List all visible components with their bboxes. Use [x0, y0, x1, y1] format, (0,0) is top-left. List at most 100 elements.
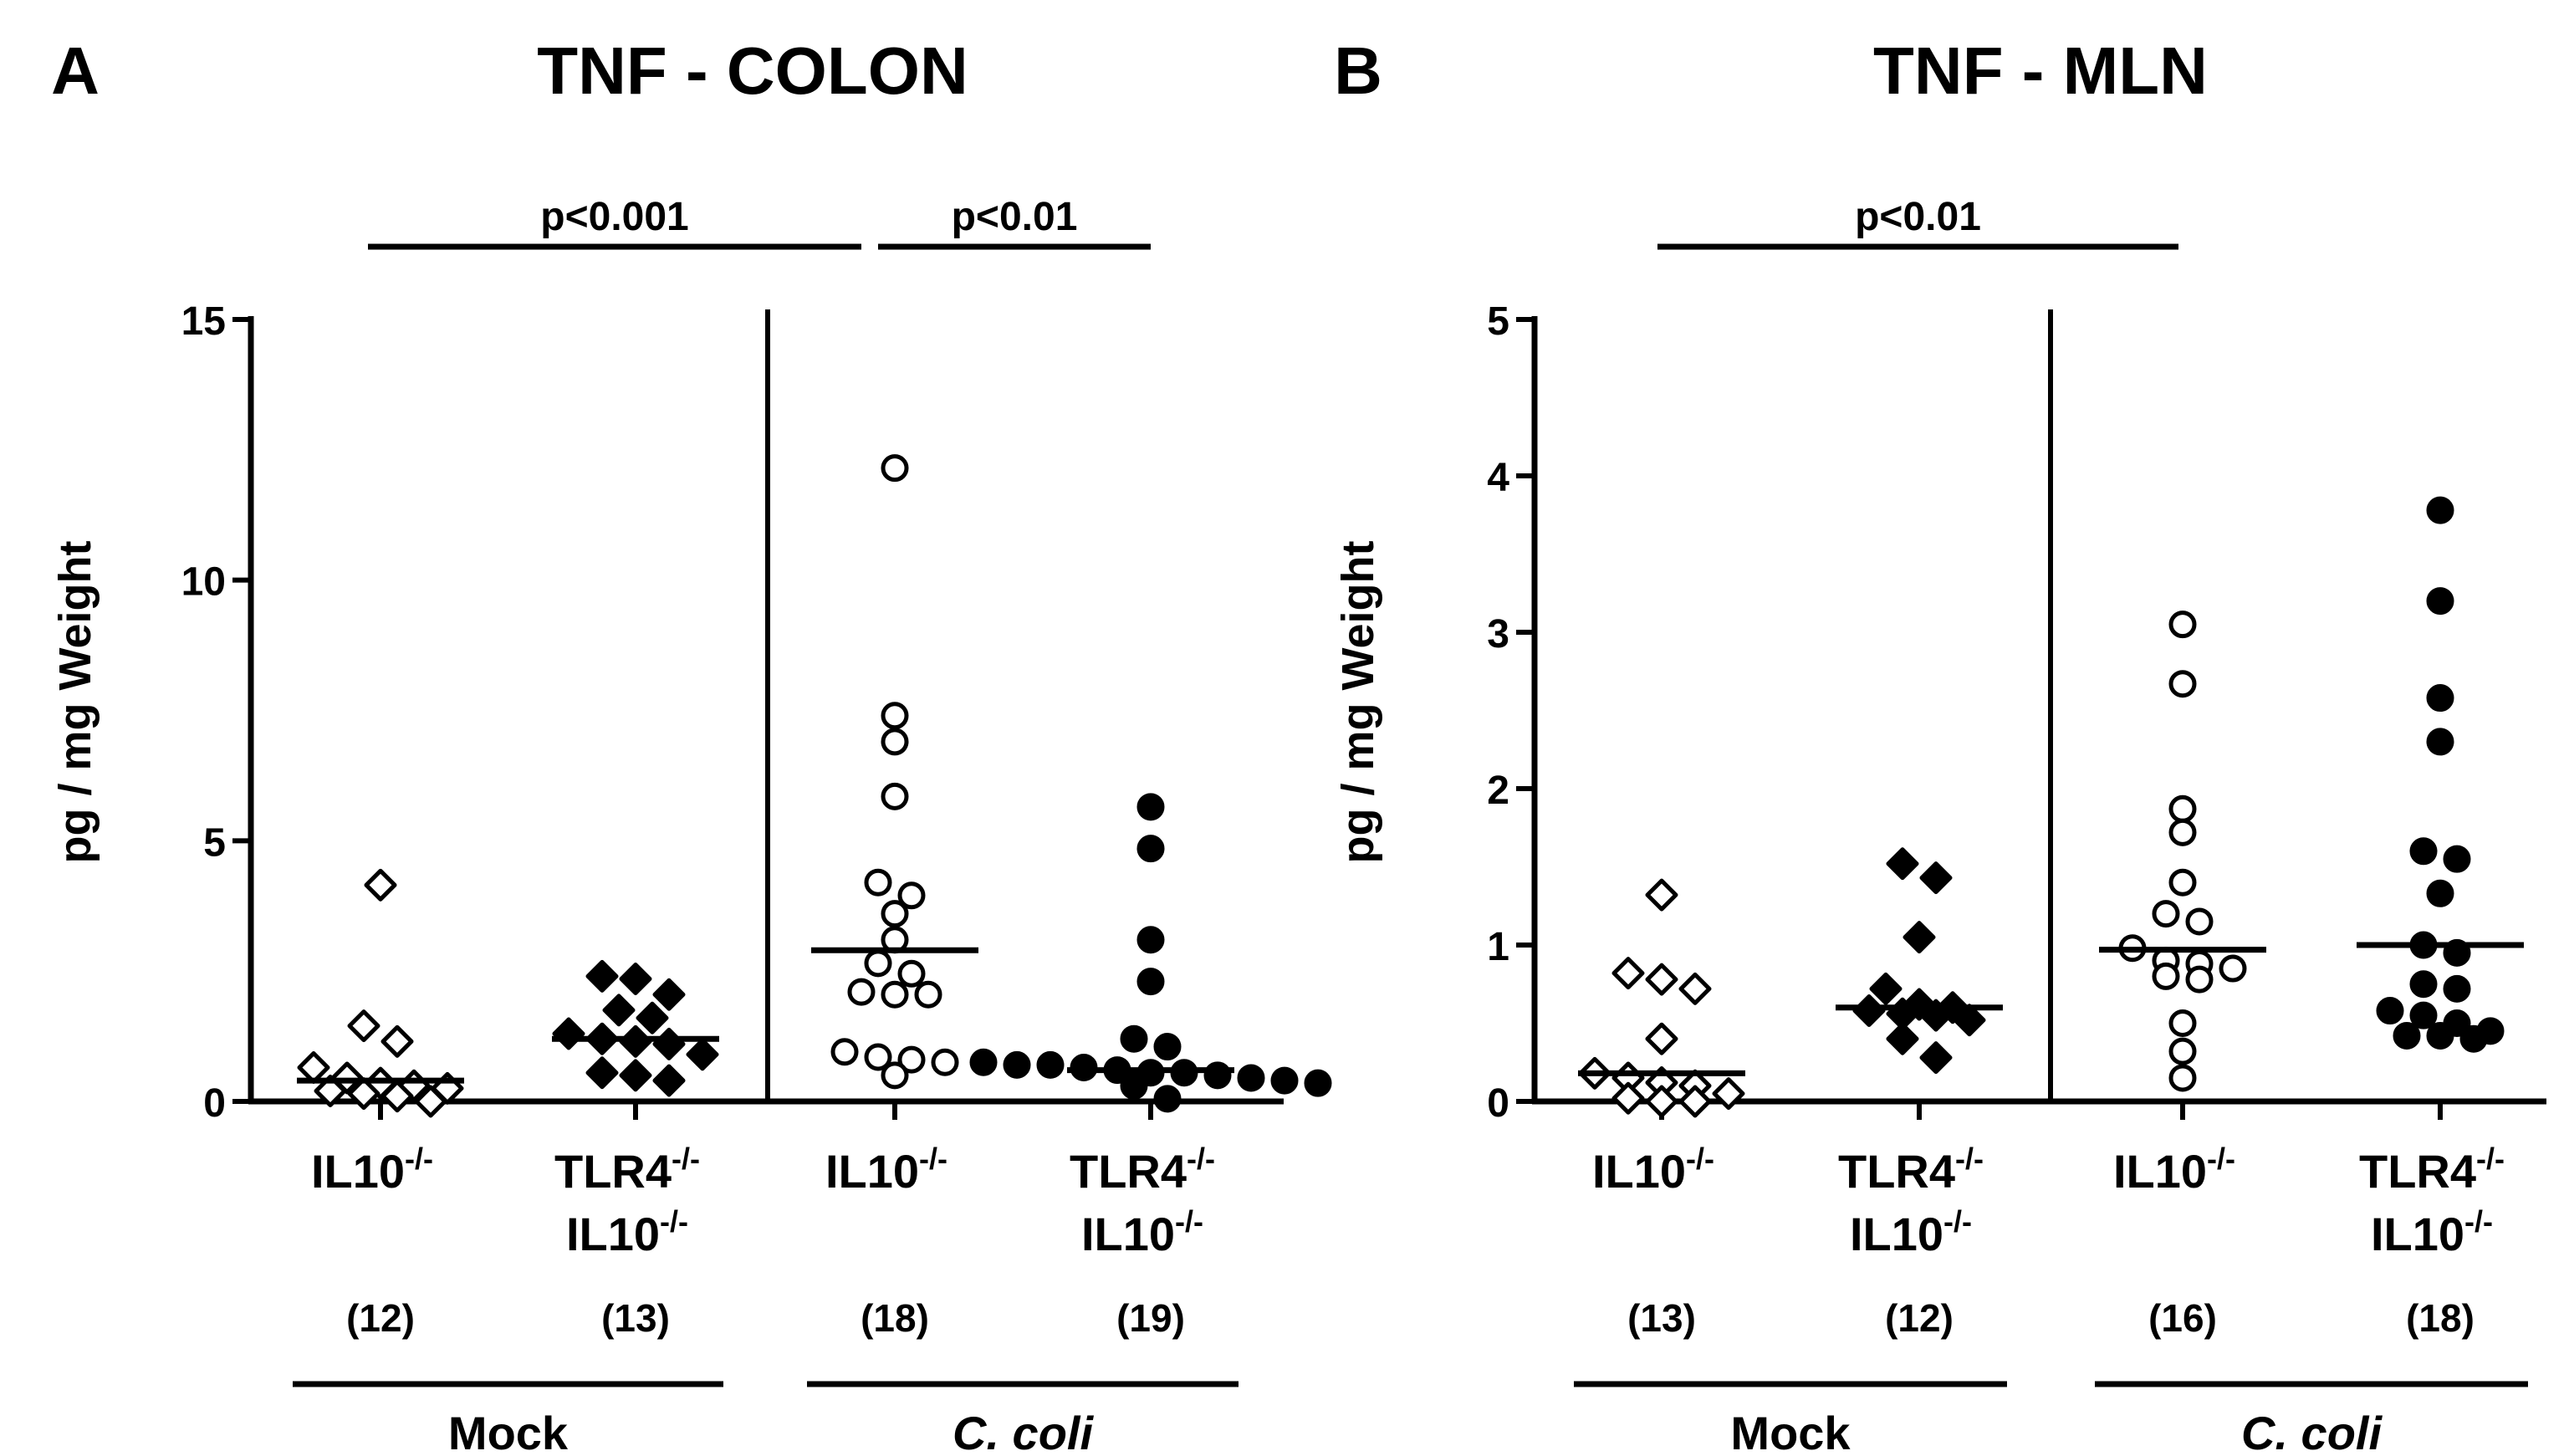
- data-point: [380, 1080, 414, 1113]
- panel-letter: A: [51, 33, 100, 108]
- group-2: IL10-/- (16): [2099, 610, 2266, 1340]
- data-point: [2426, 1021, 2454, 1050]
- data-point: [1645, 1085, 1678, 1118]
- group-label-line2: IL10-/-: [566, 1204, 688, 1260]
- y-tick-label: 1: [1487, 925, 1509, 969]
- panel-a: A TNF - COLON pg / mg Weight 0 5 10 15 IL10-/- (…: [50, 33, 1332, 1456]
- data-point: [1645, 878, 1678, 912]
- panel-b: B TNF - MLN pg / mg Weight 0 1 2 3 4 5 IL10-/- (13…: [1333, 33, 2546, 1456]
- data-point: [1120, 1024, 1148, 1053]
- data-point: [1136, 793, 1165, 821]
- data-point: [864, 1043, 892, 1071]
- group-3: TLR4-/- IL10-/- (19): [969, 793, 1332, 1340]
- y-axis-label: pg / mg Weight: [50, 541, 100, 864]
- group-n-label: (16): [2148, 1296, 2217, 1340]
- group-n-label: (12): [1885, 1296, 1954, 1340]
- group-label-line1: TLR4-/-: [2359, 1142, 2505, 1198]
- data-point: [2426, 496, 2454, 524]
- group-n-label: (13): [1627, 1296, 1696, 1340]
- data-point: [881, 454, 909, 483]
- data-point: [1869, 972, 1902, 1005]
- data-point: [881, 728, 909, 756]
- group-1: TLR4-/- IL10-/- (13): [552, 959, 719, 1340]
- data-point: [1203, 1061, 1232, 1090]
- y-tick-label: 5: [203, 820, 226, 865]
- data-point: [1036, 1050, 1065, 1079]
- data-point: [2168, 610, 2197, 639]
- group-label-line1: TLR4-/-: [1838, 1142, 1984, 1198]
- panel-letter: B: [1334, 33, 1382, 108]
- group-label-line1: TLR4-/-: [554, 1142, 700, 1198]
- data-point: [1611, 1081, 1645, 1115]
- data-point: [1237, 1064, 1265, 1092]
- data-point: [1902, 921, 1936, 954]
- data-point: [1611, 957, 1645, 990]
- group-label-line1: IL10-/-: [2113, 1142, 2235, 1198]
- data-point: [2219, 954, 2247, 983]
- data-point: [897, 1045, 926, 1074]
- data-point: [2168, 1037, 2197, 1065]
- data-point: [347, 1077, 380, 1111]
- data-point: [585, 1056, 619, 1090]
- data-point: [881, 782, 909, 810]
- y-tick-label: 2: [1487, 769, 1509, 813]
- group-label-line1: IL10-/-: [311, 1142, 433, 1198]
- data-point: [619, 963, 652, 996]
- data-point: [552, 1017, 585, 1050]
- category-label: Mock: [448, 1407, 569, 1456]
- significance-label: p<0.01: [952, 195, 1078, 239]
- data-point: [1645, 1022, 1678, 1055]
- y-tick-label: 15: [181, 299, 226, 344]
- data-point: [1153, 1033, 1182, 1061]
- data-point: [1120, 1071, 1148, 1100]
- data-point: [414, 1085, 447, 1118]
- y-tick-label: 10: [181, 560, 226, 605]
- data-point: [585, 959, 619, 993]
- data-point: [1886, 1022, 1919, 1055]
- data-point: [864, 868, 892, 897]
- group-label-line1: IL10-/-: [825, 1142, 947, 1198]
- category-label: C. coli: [2241, 1407, 2383, 1456]
- group-1: TLR4-/- IL10-/- (12): [1836, 847, 2003, 1340]
- group-n-label: (18): [861, 1296, 929, 1340]
- y-tick-label: 3: [1487, 612, 1509, 656]
- group-n-label: (19): [1116, 1296, 1185, 1340]
- group-label-line1: TLR4-/-: [1070, 1142, 1215, 1198]
- data-point: [1003, 1050, 1031, 1079]
- y-tick-label: 4: [1487, 456, 1509, 500]
- data-point: [2152, 962, 2180, 990]
- data-point: [314, 1075, 347, 1108]
- data-point: [1270, 1066, 1299, 1095]
- group-label-line2: IL10-/-: [1081, 1204, 1203, 1260]
- data-point: [2185, 965, 2214, 994]
- data-point: [636, 1001, 669, 1035]
- data-point: [652, 1027, 686, 1060]
- data-point: [914, 980, 942, 1009]
- data-point: [931, 1048, 959, 1076]
- data-point: [2152, 900, 2180, 928]
- data-point: [1136, 835, 1165, 863]
- data-point: [830, 1038, 859, 1066]
- data-point: [1919, 861, 1953, 895]
- data-point: [2168, 1009, 2197, 1037]
- data-point: [686, 1038, 719, 1071]
- group-0: IL10-/- (12): [297, 868, 464, 1340]
- data-point: [2426, 684, 2454, 713]
- y-tick-label: 0: [203, 1081, 226, 1126]
- data-point: [1645, 963, 1678, 996]
- data-point: [847, 978, 876, 1006]
- data-point: [619, 1059, 652, 1092]
- data-point: [969, 1048, 998, 1076]
- data-point: [2393, 1021, 2421, 1050]
- significance-label: p<0.01: [1855, 195, 1981, 239]
- data-point: [1153, 1085, 1182, 1113]
- group-label-line1: IL10-/-: [1592, 1142, 1714, 1198]
- group-n-label: (12): [346, 1296, 415, 1340]
- data-point: [297, 1050, 330, 1084]
- data-point: [2443, 974, 2471, 1003]
- group-label-line2: IL10-/-: [2371, 1204, 2493, 1260]
- data-point: [1886, 847, 1919, 881]
- significance-label: p<0.001: [540, 195, 688, 239]
- data-point: [881, 900, 909, 928]
- data-point: [864, 949, 892, 978]
